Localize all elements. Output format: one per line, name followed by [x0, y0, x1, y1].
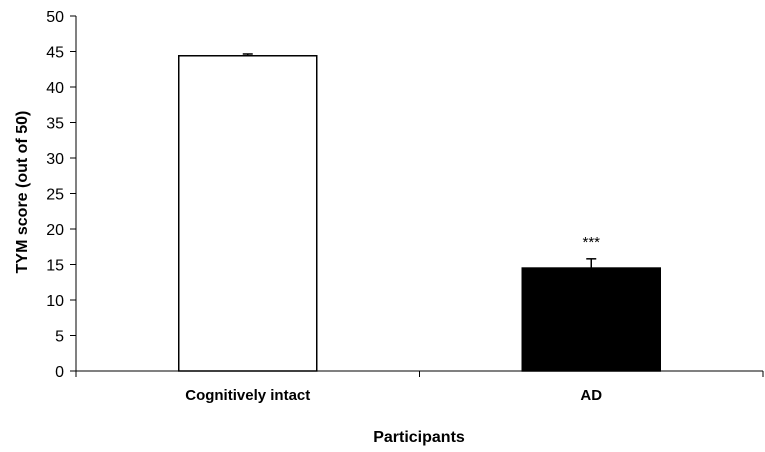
- y-tick-label: 45: [46, 45, 64, 62]
- error-bar: [242, 53, 253, 56]
- y-tick-label: 20: [46, 222, 64, 239]
- error-bar: [586, 258, 597, 269]
- y-tick-label: 0: [55, 364, 64, 381]
- y-axis-ticks: 0 5 10 15 20 25 30 35 40 45 50: [46, 9, 76, 381]
- bar: [521, 267, 661, 372]
- y-tick-label: 10: [46, 293, 64, 310]
- y-tick-label: 40: [46, 80, 64, 97]
- x-axis-ticks: Cognitively intact AD: [75, 371, 764, 404]
- x-axis-title: Participants: [373, 429, 465, 446]
- significance-label: ***: [582, 234, 600, 251]
- y-axis-title: TYM score (out of 50): [14, 111, 31, 274]
- x-category-label: Cognitively intact: [185, 387, 310, 404]
- y-tick-label: 15: [46, 258, 64, 275]
- y-tick-label: 25: [46, 187, 64, 204]
- error-bars: [242, 53, 597, 269]
- y-tick-label: 35: [46, 116, 64, 133]
- y-tick-label: 30: [46, 151, 64, 168]
- significance-annotations: ***: [582, 234, 600, 251]
- y-tick-label: 50: [46, 9, 64, 26]
- bar: [178, 55, 318, 372]
- x-category-label: AD: [580, 387, 602, 404]
- bars: [178, 55, 661, 372]
- y-tick-label: 5: [55, 329, 64, 346]
